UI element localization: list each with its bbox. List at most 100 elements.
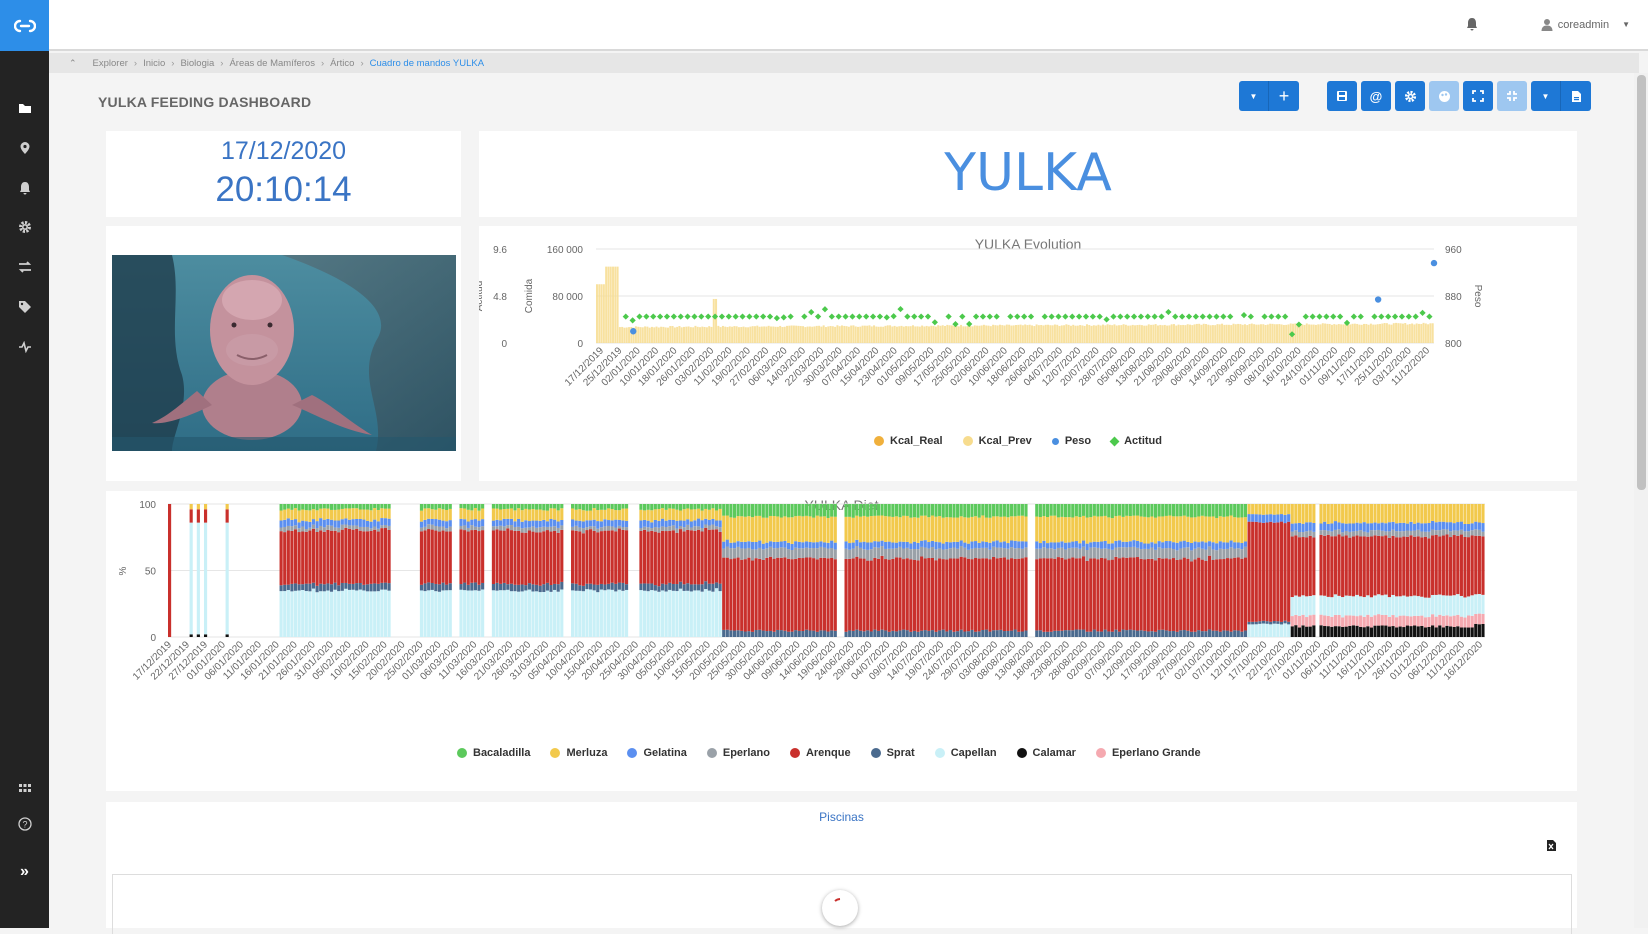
diet-bar-segment — [369, 510, 373, 522]
theme-button[interactable] — [1429, 81, 1459, 111]
diet-bar-segment — [732, 542, 737, 549]
activity-icon[interactable] — [0, 336, 49, 358]
diet-bar-segment — [340, 590, 344, 637]
diet-bar-segment — [909, 559, 913, 632]
diet-bar-segment — [898, 541, 902, 547]
diet-bar-segment — [686, 529, 690, 584]
legend-item-peso[interactable]: Peso — [1051, 435, 1091, 447]
diet-bar-segment — [812, 517, 816, 543]
legend-item-kcal-real[interactable]: Kcal_Real — [874, 435, 943, 447]
diet-bar-segment — [1481, 531, 1485, 537]
legend-item-bacaladilla[interactable]: Bacaladilla — [457, 747, 530, 759]
export-dropdown-button[interactable]: ▼ — [1531, 81, 1561, 111]
export-excel-icon[interactable] — [1546, 839, 1557, 855]
diet-bar-segment — [365, 509, 370, 521]
transfer-icon[interactable] — [0, 256, 49, 278]
legend-item-eperlano-grande[interactable]: Eperlano Grande — [1095, 747, 1201, 759]
save-button[interactable] — [1327, 81, 1357, 111]
diet-bar-segment — [1301, 532, 1305, 538]
diet-bar-segment — [1387, 522, 1391, 532]
diet-bar-segment — [984, 504, 988, 518]
breadcrumb-item-explorer[interactable]: Explorer — [92, 57, 128, 69]
diet-bar-segment — [1377, 625, 1381, 637]
legend-item-gelatina[interactable]: Gelatina — [627, 747, 687, 759]
diet-bar-segment — [1132, 630, 1136, 637]
diet-bar-segment — [1305, 504, 1309, 523]
bell-icon[interactable] — [0, 177, 49, 199]
evolution-chart-title: YULKA Evolution — [974, 236, 1082, 252]
diet-bar-segment — [1103, 558, 1107, 630]
diet-bar-segment — [722, 504, 726, 516]
diet-bar-segment — [1470, 615, 1474, 628]
breadcrumb-item-inicio[interactable]: Inicio — [143, 57, 166, 69]
exit-fullscreen-button[interactable] — [1497, 81, 1527, 111]
email-button[interactable]: @ — [1361, 81, 1391, 111]
diet-bar-segment — [686, 590, 690, 637]
diet-bar-segment — [1128, 504, 1132, 517]
diet-bar-segment — [297, 590, 301, 637]
legend-item-merluza[interactable]: Merluza — [550, 747, 607, 759]
breadcrumb-item-biologia[interactable]: Biologia — [180, 57, 215, 69]
diet-bar-segment — [383, 528, 388, 583]
export-pdf-button[interactable] — [1561, 81, 1591, 111]
diet-bar-segment — [434, 504, 438, 510]
collapse-up-icon[interactable]: ⌃ — [69, 57, 77, 68]
diet-bar-segment — [556, 591, 560, 637]
diet-bar-segment — [581, 591, 585, 637]
diet-bar-segment — [686, 583, 690, 591]
diet-bar-segment — [851, 542, 855, 549]
kcal-prev-bar — [1401, 323, 1404, 343]
folder-icon[interactable] — [0, 97, 49, 119]
scrollbar-thumb[interactable] — [1637, 75, 1646, 490]
page-scrollbar[interactable] — [1634, 73, 1648, 928]
breadcrumb-item-areas[interactable]: Áreas de Mamíferos — [229, 57, 315, 69]
kcal-prev-bar — [980, 325, 983, 343]
actitud-point — [650, 313, 657, 320]
diet-bar-segment — [189, 509, 193, 523]
tag-icon[interactable] — [0, 296, 49, 318]
user-menu[interactable]: coreadmin ▼ — [1541, 18, 1630, 31]
diet-bar-segment — [704, 581, 708, 590]
diet-bar-segment — [1297, 615, 1302, 628]
legend-item-actitud[interactable]: Actitud — [1109, 435, 1162, 447]
add-widget-button[interactable]: + — [1269, 81, 1299, 111]
diet-bar-segment — [974, 541, 978, 548]
legend-item-eperlano[interactable]: Eperlano — [706, 747, 770, 759]
map-pin-icon[interactable] — [0, 137, 49, 159]
diet-bar-segment — [448, 583, 452, 591]
diet-bar-segment — [344, 527, 348, 583]
diet-bar-segment — [1157, 504, 1161, 517]
diet-bar-segment — [1420, 596, 1424, 616]
legend-item-capellan[interactable]: Capellan — [934, 747, 997, 759]
diet-bar-segment — [1236, 504, 1240, 518]
diet-bar-segment — [1150, 516, 1154, 543]
gear-icon[interactable] — [0, 216, 49, 238]
legend-item-arenque[interactable]: Arenque — [789, 747, 851, 759]
breadcrumb-item-artico[interactable]: Ártico — [330, 57, 355, 69]
diet-bar-segment — [959, 556, 963, 630]
diet-bar-segment — [1078, 548, 1082, 559]
diet-bar-segment — [779, 504, 783, 518]
legend-item-calamar[interactable]: Calamar — [1016, 747, 1076, 759]
legend-item-kcal-prev[interactable]: Kcal_Prev — [962, 435, 1032, 447]
diet-bar-segment — [653, 504, 657, 510]
diet-bar-segment — [678, 529, 683, 582]
diet-bar-segment — [1186, 630, 1190, 637]
kcal-prev-bar — [1225, 324, 1228, 343]
apps-grid-icon[interactable] — [0, 777, 49, 799]
diet-bar-segment — [963, 557, 967, 632]
expand-sidebar-icon[interactable]: » — [20, 863, 29, 880]
diet-bar-segment — [351, 529, 355, 584]
add-dropdown-button[interactable]: ▼ — [1239, 81, 1269, 111]
breadcrumb-separator: › — [220, 57, 224, 69]
diet-bar-segment — [1038, 558, 1042, 631]
app-logo-icon[interactable] — [0, 0, 49, 51]
diet-bar-segment — [653, 527, 657, 532]
fullscreen-button[interactable] — [1463, 81, 1493, 111]
notifications-bell-icon[interactable] — [1466, 17, 1478, 34]
diet-bar-segment — [329, 591, 334, 637]
help-icon[interactable]: ? — [0, 813, 49, 835]
settings-button[interactable] — [1395, 81, 1425, 111]
diet-bar-segment — [722, 557, 726, 630]
legend-item-sprat[interactable]: Sprat — [870, 747, 915, 759]
